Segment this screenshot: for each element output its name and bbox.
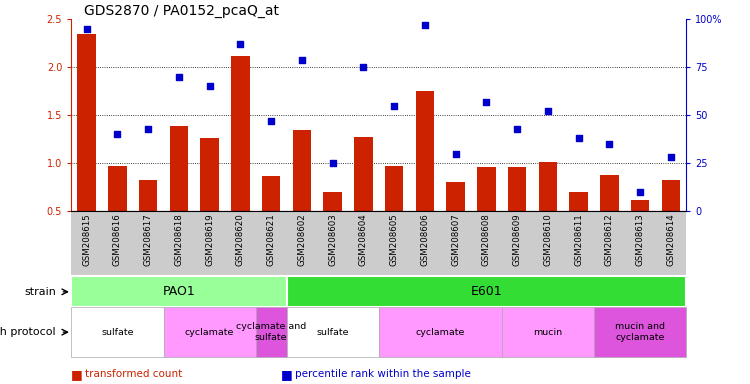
Bar bbox=[502, 307, 594, 357]
Text: GSM208620: GSM208620 bbox=[236, 213, 244, 266]
Text: GSM208608: GSM208608 bbox=[482, 213, 490, 266]
Text: E601: E601 bbox=[470, 285, 502, 298]
Text: GSM208621: GSM208621 bbox=[267, 213, 276, 266]
Text: GSM208609: GSM208609 bbox=[513, 213, 522, 266]
Bar bbox=[594, 307, 686, 357]
Bar bbox=[164, 307, 256, 357]
Point bbox=[512, 126, 524, 132]
Bar bbox=[262, 176, 280, 211]
Point bbox=[142, 126, 154, 132]
Text: GSM208619: GSM208619 bbox=[205, 213, 214, 266]
Bar bbox=[416, 91, 434, 211]
Point bbox=[327, 160, 339, 166]
Point bbox=[296, 56, 307, 63]
Bar bbox=[323, 192, 342, 211]
Bar bbox=[385, 166, 404, 211]
Text: GSM208616: GSM208616 bbox=[112, 213, 122, 266]
Text: mucin: mucin bbox=[533, 328, 562, 337]
Text: GDS2870 / PA0152_pcaQ_at: GDS2870 / PA0152_pcaQ_at bbox=[83, 4, 278, 18]
Bar bbox=[231, 56, 250, 211]
Text: percentile rank within the sample: percentile rank within the sample bbox=[295, 369, 471, 379]
Point bbox=[266, 118, 278, 124]
Text: GSM208605: GSM208605 bbox=[390, 213, 399, 266]
Text: cyclamate: cyclamate bbox=[185, 328, 234, 337]
Bar bbox=[71, 276, 286, 307]
Text: GSM208603: GSM208603 bbox=[328, 213, 338, 266]
Bar bbox=[292, 130, 311, 211]
Bar bbox=[286, 276, 686, 307]
Text: GSM208613: GSM208613 bbox=[635, 213, 644, 266]
Bar bbox=[354, 137, 373, 211]
Bar bbox=[286, 307, 379, 357]
Bar bbox=[170, 126, 188, 211]
Text: GSM208617: GSM208617 bbox=[144, 213, 153, 266]
Bar bbox=[600, 175, 619, 211]
Text: GSM208615: GSM208615 bbox=[82, 213, 92, 266]
Text: cyclamate: cyclamate bbox=[416, 328, 465, 337]
Text: mucin and
cyclamate: mucin and cyclamate bbox=[615, 323, 665, 342]
Point bbox=[80, 26, 93, 32]
Point bbox=[357, 64, 369, 70]
Bar bbox=[508, 167, 526, 211]
Bar bbox=[631, 200, 650, 211]
Bar bbox=[256, 307, 286, 357]
Bar bbox=[662, 180, 680, 211]
Text: GSM208606: GSM208606 bbox=[420, 213, 429, 266]
Bar bbox=[379, 307, 502, 357]
Text: GSM208610: GSM208610 bbox=[543, 213, 552, 266]
Bar bbox=[477, 167, 496, 211]
Bar bbox=[77, 34, 96, 211]
Text: GSM208602: GSM208602 bbox=[297, 213, 306, 266]
Text: sulfate: sulfate bbox=[316, 328, 349, 337]
Text: cyclamate and
sulfate: cyclamate and sulfate bbox=[236, 323, 306, 342]
Point bbox=[234, 41, 246, 47]
Text: GSM208607: GSM208607 bbox=[452, 213, 460, 266]
Text: sulfate: sulfate bbox=[101, 328, 134, 337]
Bar bbox=[139, 180, 158, 211]
Text: ■: ■ bbox=[281, 368, 293, 381]
Point bbox=[664, 154, 676, 161]
Text: strain: strain bbox=[24, 287, 56, 297]
Text: transformed count: transformed count bbox=[85, 369, 182, 379]
Point bbox=[634, 189, 646, 195]
Bar bbox=[71, 307, 164, 357]
Point bbox=[419, 22, 430, 28]
Point bbox=[172, 74, 184, 80]
Text: GSM208611: GSM208611 bbox=[574, 213, 584, 266]
Text: GSM208618: GSM208618 bbox=[174, 213, 183, 266]
Point bbox=[480, 99, 492, 105]
Bar bbox=[569, 192, 588, 211]
Text: GSM208612: GSM208612 bbox=[604, 213, 613, 266]
Point bbox=[542, 108, 554, 114]
Point bbox=[603, 141, 615, 147]
Point bbox=[203, 83, 216, 89]
Bar bbox=[200, 138, 219, 211]
Point bbox=[111, 131, 123, 137]
Point bbox=[573, 135, 585, 141]
Text: GSM208604: GSM208604 bbox=[358, 213, 368, 266]
Bar bbox=[108, 166, 127, 211]
Bar bbox=[538, 162, 557, 211]
Bar bbox=[446, 182, 465, 211]
Text: GSM208614: GSM208614 bbox=[666, 213, 675, 266]
Point bbox=[388, 103, 400, 109]
Point bbox=[449, 151, 461, 157]
Text: PAO1: PAO1 bbox=[163, 285, 195, 298]
Text: ■: ■ bbox=[71, 368, 83, 381]
Text: growth protocol: growth protocol bbox=[0, 327, 56, 337]
